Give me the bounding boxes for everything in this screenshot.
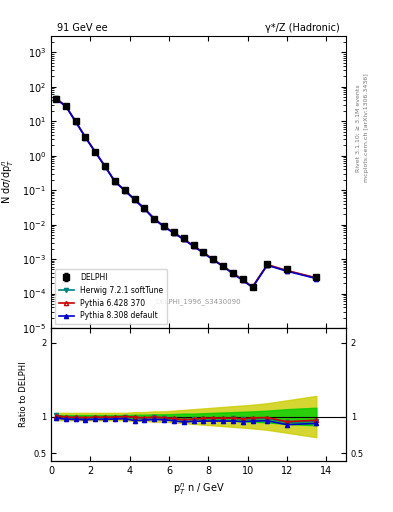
Pythia 8.308 default xyxy=(123,187,127,194)
Pythia 8.308 default xyxy=(53,96,59,102)
Text: 91 GeV ee: 91 GeV ee xyxy=(57,23,108,33)
Pythia 8.308 default xyxy=(64,103,68,110)
Herwig 7.2.1 softTune xyxy=(132,196,137,202)
Text: mcplots.cern.ch [arXiv:1306.3436]: mcplots.cern.ch [arXiv:1306.3436] xyxy=(364,74,369,182)
Pythia 6.428 370 xyxy=(250,284,255,290)
Pythia 6.428 370 xyxy=(123,187,127,193)
Legend: DELPHI, Herwig 7.2.1 softTune, Pythia 6.428 370, Pythia 8.308 default: DELPHI, Herwig 7.2.1 softTune, Pythia 6.… xyxy=(55,269,167,324)
Pythia 6.428 370 xyxy=(103,163,108,169)
Pythia 6.428 370 xyxy=(152,216,156,222)
Herwig 7.2.1 softTune xyxy=(201,249,206,255)
Herwig 7.2.1 softTune xyxy=(83,134,88,140)
Pythia 8.308 default xyxy=(285,268,289,274)
Line: Herwig 7.2.1 softTune: Herwig 7.2.1 softTune xyxy=(54,96,318,289)
Herwig 7.2.1 softTune xyxy=(211,257,215,263)
Pythia 6.428 370 xyxy=(182,236,186,242)
Herwig 7.2.1 softTune xyxy=(64,103,68,109)
Herwig 7.2.1 softTune xyxy=(191,243,196,249)
Pythia 8.308 default xyxy=(191,243,196,249)
Herwig 7.2.1 softTune xyxy=(241,277,245,283)
Pythia 8.308 default xyxy=(314,275,319,282)
Herwig 7.2.1 softTune xyxy=(230,270,235,276)
Pythia 8.308 default xyxy=(211,257,215,263)
Pythia 8.308 default xyxy=(93,150,98,156)
Pythia 8.308 default xyxy=(265,262,270,268)
Pythia 8.308 default xyxy=(250,284,255,290)
Text: γ*/Z (Hadronic): γ*/Z (Hadronic) xyxy=(265,23,340,33)
Pythia 6.428 370 xyxy=(201,249,206,255)
Pythia 8.308 default xyxy=(142,206,147,212)
Herwig 7.2.1 softTune xyxy=(152,216,156,222)
Pythia 6.428 370 xyxy=(171,229,176,236)
Herwig 7.2.1 softTune xyxy=(73,118,78,124)
Pythia 6.428 370 xyxy=(162,223,167,229)
Herwig 7.2.1 softTune xyxy=(250,284,255,290)
Herwig 7.2.1 softTune xyxy=(162,223,167,229)
Pythia 6.428 370 xyxy=(265,262,270,268)
Pythia 8.308 default xyxy=(83,135,88,141)
Pythia 8.308 default xyxy=(103,164,108,170)
Pythia 6.428 370 xyxy=(93,149,98,155)
Herwig 7.2.1 softTune xyxy=(103,163,108,169)
Pythia 8.308 default xyxy=(132,197,137,203)
Herwig 7.2.1 softTune xyxy=(142,206,147,212)
Line: Pythia 8.308 default: Pythia 8.308 default xyxy=(54,97,318,290)
Pythia 8.308 default xyxy=(162,224,167,230)
Line: Pythia 6.428 370: Pythia 6.428 370 xyxy=(54,96,318,289)
Pythia 6.428 370 xyxy=(113,178,118,184)
Herwig 7.2.1 softTune xyxy=(221,263,226,269)
Y-axis label: N d$\sigma$/dp$_T^n$: N d$\sigma$/dp$_T^n$ xyxy=(1,159,17,204)
Text: DELPHI_1996_S3430090: DELPHI_1996_S3430090 xyxy=(156,298,241,305)
Pythia 6.428 370 xyxy=(230,270,235,276)
Pythia 8.308 default xyxy=(241,277,245,283)
Pythia 6.428 370 xyxy=(191,243,196,249)
Pythia 6.428 370 xyxy=(221,263,226,269)
Herwig 7.2.1 softTune xyxy=(182,236,186,242)
Herwig 7.2.1 softTune xyxy=(113,179,118,185)
Pythia 6.428 370 xyxy=(285,267,289,273)
Pythia 8.308 default xyxy=(113,179,118,185)
Pythia 6.428 370 xyxy=(241,276,245,283)
Pythia 8.308 default xyxy=(230,271,235,277)
Y-axis label: Ratio to DELPHI: Ratio to DELPHI xyxy=(18,361,28,427)
Text: Rivet 3.1.10; ≥ 3.1M events: Rivet 3.1.10; ≥ 3.1M events xyxy=(356,84,361,172)
Pythia 6.428 370 xyxy=(314,275,319,281)
Pythia 6.428 370 xyxy=(83,134,88,140)
Herwig 7.2.1 softTune xyxy=(285,268,289,274)
X-axis label: p$_T^n$ n / GeV: p$_T^n$ n / GeV xyxy=(173,481,224,497)
Herwig 7.2.1 softTune xyxy=(53,95,59,101)
Pythia 6.428 370 xyxy=(142,205,147,211)
Pythia 6.428 370 xyxy=(53,95,59,101)
Pythia 8.308 default xyxy=(221,263,226,269)
Pythia 6.428 370 xyxy=(73,118,78,124)
Herwig 7.2.1 softTune xyxy=(314,275,319,281)
Herwig 7.2.1 softTune xyxy=(123,187,127,194)
Pythia 8.308 default xyxy=(73,119,78,125)
Pythia 8.308 default xyxy=(182,237,186,243)
Pythia 6.428 370 xyxy=(211,257,215,263)
Pythia 6.428 370 xyxy=(64,103,68,109)
Herwig 7.2.1 softTune xyxy=(93,149,98,155)
Pythia 8.308 default xyxy=(201,250,206,256)
Herwig 7.2.1 softTune xyxy=(171,230,176,236)
Herwig 7.2.1 softTune xyxy=(265,262,270,268)
Pythia 8.308 default xyxy=(152,216,156,222)
Pythia 6.428 370 xyxy=(132,196,137,202)
Pythia 8.308 default xyxy=(171,230,176,236)
